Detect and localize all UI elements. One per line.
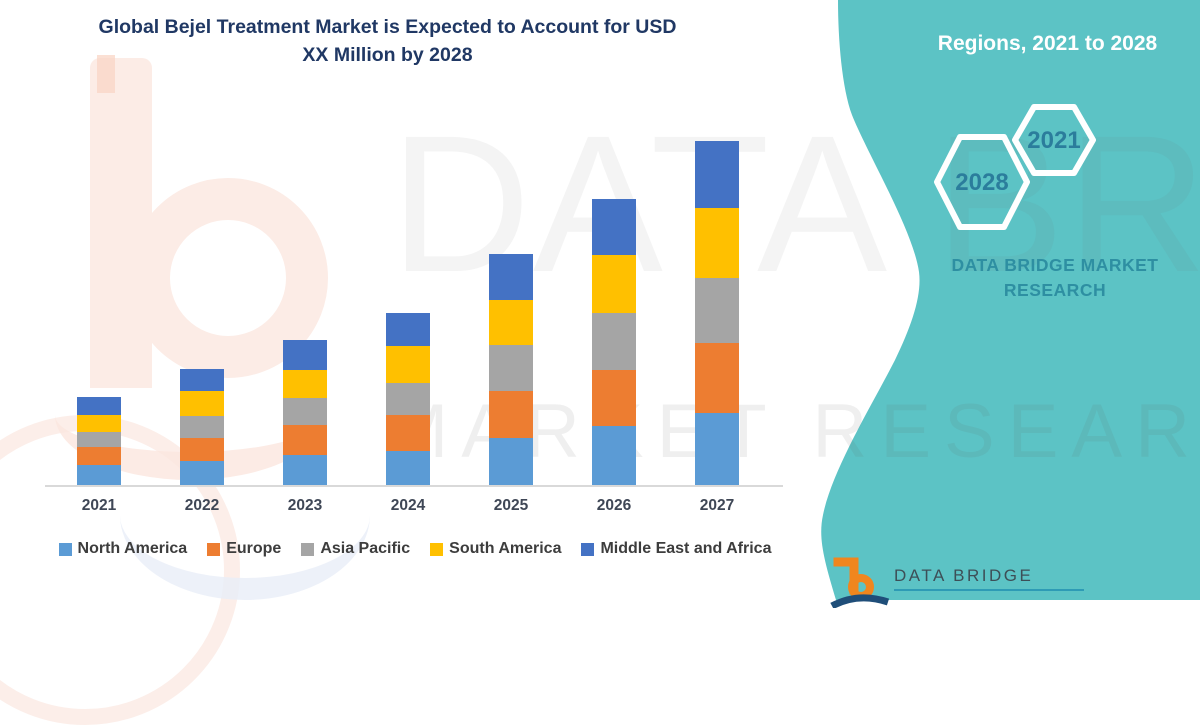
bar-segment [695, 278, 739, 343]
chart-title-line1: Global Bejel Treatment Market is Expecte… [98, 16, 677, 38]
hexagon-2021 [1012, 104, 1096, 176]
bar-segment [489, 254, 533, 300]
bar-2024 [386, 313, 430, 485]
bar-segment [77, 415, 121, 432]
brand-name-line2: RESEARCH [1003, 280, 1107, 301]
bar-segment [386, 415, 430, 451]
hexagon-badges: 2021 2028 [934, 104, 1096, 230]
x-axis-labels: 2021 2022 2023 2024 2025 2026 2027 [45, 497, 783, 521]
bar-segment [386, 383, 430, 415]
x-axis-label: 2027 [699, 497, 735, 514]
bar-segment [180, 416, 224, 438]
bar-segment [77, 432, 121, 447]
x-axis-line [45, 485, 783, 487]
bar-segment [489, 438, 533, 485]
x-axis-label: 2026 [596, 497, 632, 514]
legend-swatch-icon [430, 542, 444, 556]
legend-swatch-icon [58, 542, 72, 556]
hexagon-2028-label: 2028 [955, 169, 1008, 196]
bar-2026 [592, 199, 636, 485]
legend-label: South America [449, 540, 562, 557]
bar-segment [592, 199, 636, 255]
bar-segment [283, 455, 327, 485]
bar-segment [283, 398, 327, 425]
bar-segment [592, 426, 636, 485]
legend-label: Asia Pacific [320, 540, 411, 557]
bar-segment [283, 425, 327, 455]
bar-segment [283, 340, 327, 370]
legend-swatch-icon [301, 542, 315, 556]
bar-segment [180, 461, 224, 485]
bar-segment [180, 438, 224, 461]
hexagon-2028 [934, 134, 1030, 230]
stacked-bar-chart [45, 95, 783, 487]
legend-label: Europe [226, 540, 282, 557]
footer-logo-underline [894, 589, 1084, 591]
legend-item: Middle East and Africa [581, 540, 771, 558]
panel-heading: Regions, 2021 to 2028 [937, 32, 1158, 55]
legend-swatch-icon [581, 542, 595, 556]
brand-name-block: DATA BRIDGE MARKET RESEARCH [930, 253, 1180, 304]
bar-2025 [489, 254, 533, 485]
bar-segment [77, 447, 121, 465]
footer-logo-b-icon [830, 557, 890, 608]
bar-segment [695, 208, 739, 278]
x-axis-label: 2022 [184, 497, 220, 514]
legend-label: Middle East and Africa [600, 540, 772, 557]
bar-segment [695, 413, 739, 485]
bar-segment [180, 369, 224, 391]
teal-side-panel [821, 0, 1200, 600]
x-axis-label: 2024 [390, 497, 426, 514]
bar-segment [283, 370, 327, 398]
bar-segment [592, 370, 636, 426]
bar-segment [592, 313, 636, 370]
bar-2021 [77, 397, 121, 485]
x-axis-label: 2021 [81, 497, 117, 514]
bar-segment [592, 255, 636, 313]
footer-logo-text: DATA BRIDGE [894, 566, 1034, 585]
bar-segment [77, 465, 121, 485]
hexagon-2021-label: 2021 [1027, 127, 1080, 154]
legend-item: South America [430, 540, 561, 558]
legend-item: Europe [207, 540, 281, 558]
watermark-logo-stem [90, 58, 152, 388]
legend-item: Asia Pacific [301, 540, 410, 558]
footer-logo: DATA BRIDGE [830, 556, 1190, 608]
bar-segment [489, 391, 533, 438]
bar-segment [180, 391, 224, 416]
legend-swatch-icon [207, 542, 221, 556]
chart-legend: North America Europe Asia Pacific South Ame… [45, 540, 785, 558]
bar-2027 [695, 141, 739, 485]
bar-2022 [180, 369, 224, 485]
bar-segment [489, 345, 533, 391]
x-axis-label: 2023 [287, 497, 323, 514]
chart-title: Global Bejel Treatment Market is Expecte… [55, 13, 720, 70]
chart-title-line2: XX Million by 2028 [302, 44, 473, 67]
bar-segment [77, 397, 121, 415]
legend-label: North America [77, 540, 188, 557]
brand-name-line1: DATA BRIDGE MARKET [951, 255, 1159, 275]
bar-segment [489, 300, 533, 345]
x-axis-label: 2025 [493, 497, 529, 514]
bar-2023 [283, 340, 327, 485]
bar-segment [695, 343, 739, 413]
bar-segment [386, 451, 430, 485]
bar-segment [386, 346, 430, 383]
bar-segment [386, 313, 430, 346]
legend-item: North America [58, 540, 188, 558]
watermark-logo-stem-top [97, 55, 115, 93]
bar-segment [695, 141, 739, 208]
